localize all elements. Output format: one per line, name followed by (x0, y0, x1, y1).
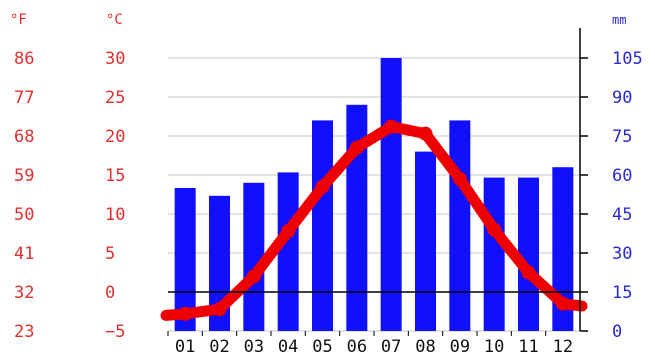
mm-tick-label: 60 (612, 166, 632, 186)
fahrenheit-tick-label: 32 (14, 283, 34, 303)
celsius-tick-label: −5 (105, 322, 125, 342)
mm-tick-label: 45 (612, 205, 632, 225)
mm-tick-label: 90 (612, 88, 632, 108)
fahrenheit-unit-label: °F (10, 12, 27, 28)
axes (167, 28, 588, 336)
temperature-point-12 (555, 296, 570, 311)
celsius-tick-label: 5 (105, 244, 115, 264)
precipitation-bar-08 (415, 151, 436, 331)
month-tick-label: 07 (381, 337, 401, 356)
fahrenheit-tick-label: 41 (14, 244, 34, 264)
temperature-point-11 (521, 265, 536, 280)
precipitation-bar-11 (518, 177, 539, 331)
month-tick-label: 02 (209, 337, 229, 356)
mm-tick-label: 30 (612, 244, 632, 264)
month-tick-label: 11 (518, 337, 538, 356)
fahrenheit-tick-label: 68 (14, 127, 34, 147)
month-tick-label: 06 (347, 337, 367, 356)
precipitation-bar-10 (483, 177, 505, 331)
month-tick-label: 01 (175, 337, 195, 356)
precipitation-bar-07 (380, 58, 402, 331)
precipitation-bar-12 (552, 167, 574, 331)
celsius-tick-label: 10 (105, 205, 125, 225)
month-tick-label: 03 (244, 337, 264, 356)
precipitation-bar-01 (174, 188, 196, 331)
temperature-point-03 (246, 269, 261, 284)
month-tick-label: 05 (312, 337, 332, 356)
celsius-tick-label: 0 (105, 283, 115, 303)
mm-tick-label: 75 (612, 127, 632, 147)
month-tick-label: 12 (553, 337, 573, 356)
celsius-tick-label: 20 (105, 127, 125, 147)
mm-tick-label: 15 (612, 283, 632, 303)
temperature-point-02 (212, 302, 227, 317)
month-tick-label: 04 (278, 337, 298, 356)
fahrenheit-tick-label: 23 (14, 322, 34, 342)
temperature-point-05 (315, 179, 330, 194)
precipitation-bar-05 (312, 120, 333, 332)
temperature-point-07 (384, 119, 399, 134)
precipitation-bar-03 (243, 182, 265, 331)
temperature-point-10 (487, 222, 502, 237)
temperature-line (160, 119, 588, 321)
precipitation-bar-04 (277, 172, 299, 331)
temperature-point-08 (418, 126, 433, 141)
fahrenheit-tick-label: 59 (14, 166, 34, 186)
precipitation-bar-09 (449, 120, 471, 332)
celsius-tick-label: 25 (105, 88, 125, 108)
celsius-tick-label: 15 (105, 166, 125, 186)
temperature-point-01 (178, 306, 193, 321)
temperature-series (160, 121, 588, 321)
temperature-point-04 (281, 224, 296, 239)
month-tick-label: 09 (450, 337, 470, 356)
month-tick-label: 08 (415, 337, 435, 356)
temperature-point-06 (349, 140, 364, 155)
mm-tick-label: 0 (612, 322, 622, 342)
fahrenheit-tick-label: 50 (14, 205, 34, 225)
mm-tick-label: 105 (612, 49, 643, 69)
celsius-tick-label: 30 (105, 49, 125, 69)
temperature-point-09 (452, 171, 467, 186)
celsius-unit-label: °C (106, 12, 123, 28)
mm-unit-label: mm (612, 13, 626, 27)
month-tick-label: 10 (484, 337, 504, 356)
fahrenheit-tick-label: 86 (14, 49, 34, 69)
fahrenheit-tick-label: 77 (14, 88, 34, 108)
